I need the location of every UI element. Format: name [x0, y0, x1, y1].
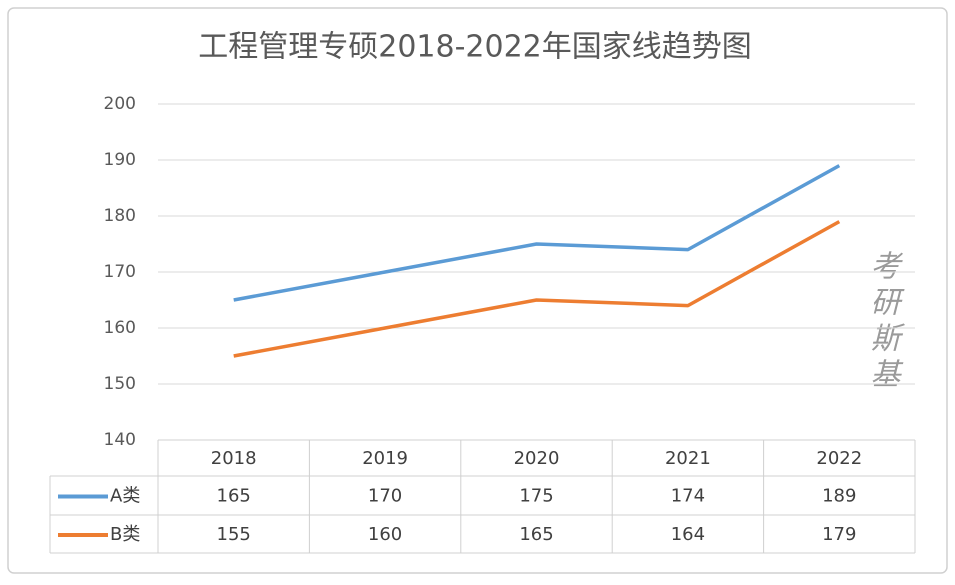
table-value: 175: [519, 486, 553, 507]
table-value: 189: [822, 486, 856, 507]
y-tick-label: 190: [104, 150, 136, 170]
table-value: 155: [217, 524, 251, 545]
table-value: 165: [519, 524, 553, 545]
table-value: 164: [671, 524, 705, 545]
chart-border: [7, 7, 948, 574]
y-tick-label: 180: [104, 206, 136, 226]
y-tick-label: 170: [104, 262, 136, 282]
table-value: 165: [217, 486, 251, 507]
series-line: [233, 164, 841, 302]
y-tick-label: 200: [104, 94, 136, 114]
y-tick-label: 160: [104, 318, 136, 338]
x-tick-label: 2018: [211, 448, 257, 469]
x-tick-label: 2021: [665, 448, 711, 469]
y-tick-label: 140: [104, 430, 136, 450]
legend-label: B类: [110, 524, 140, 545]
x-tick-label: 2019: [362, 448, 408, 469]
x-tick-label: 2022: [816, 448, 862, 469]
table-value: 160: [368, 524, 402, 545]
watermark: 考研斯基: [865, 250, 900, 394]
table-value: 174: [671, 486, 705, 507]
y-tick-label: 150: [104, 374, 136, 394]
table-value: 170: [368, 486, 402, 507]
chart-title: 工程管理专硕2018-2022年国家线趋势图: [198, 30, 752, 65]
series-line: [233, 220, 841, 358]
x-tick-label: 2020: [514, 448, 560, 469]
table-value: 179: [822, 524, 856, 545]
legend-label: A类: [110, 486, 140, 507]
